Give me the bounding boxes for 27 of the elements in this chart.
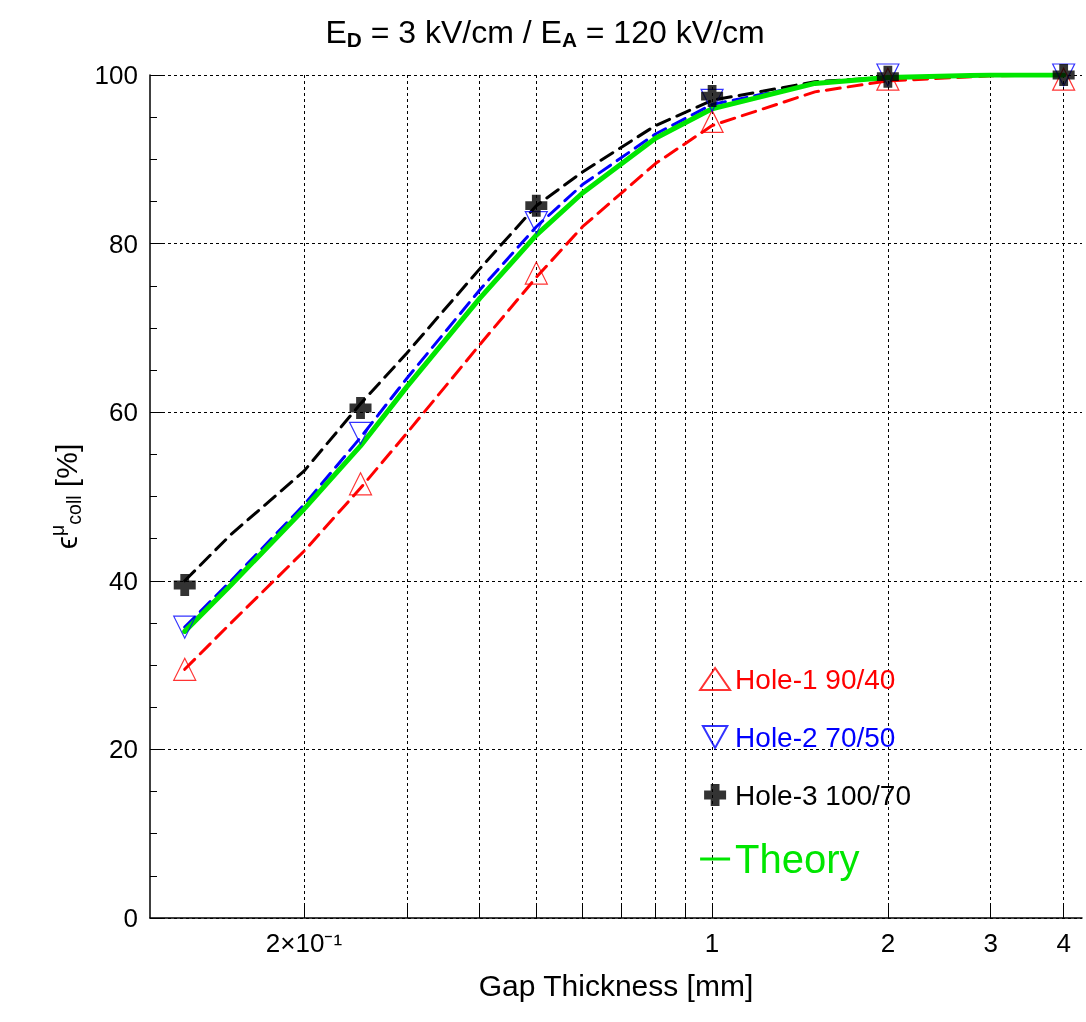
x-tick-label: 2 bbox=[880, 928, 896, 958]
x-axis-title: Gap Thickness [mm] bbox=[478, 968, 754, 1002]
y-tick-label: 40 bbox=[109, 565, 138, 596]
y-tick-label: 20 bbox=[109, 734, 138, 765]
x-tick-label: 1 bbox=[704, 928, 720, 958]
x-tick-label: 4 bbox=[1056, 928, 1071, 958]
y-axis-title: ϵμcoll [%] bbox=[46, 443, 85, 550]
point bbox=[525, 194, 548, 217]
point bbox=[173, 657, 197, 681]
y-tick-label: 0 bbox=[123, 903, 138, 933]
legend-label: Theory bbox=[735, 837, 860, 881]
x-tick-label: 2×10⁻¹ bbox=[265, 928, 343, 958]
point bbox=[700, 109, 724, 133]
point bbox=[349, 396, 372, 419]
legend-label: Hole-3 100/70 bbox=[735, 779, 911, 811]
point bbox=[173, 574, 196, 597]
point bbox=[348, 472, 373, 496]
y-tick-label: 100 bbox=[94, 60, 138, 90]
y-tick-label: 60 bbox=[109, 397, 138, 428]
x-tick-label: 3 bbox=[983, 928, 998, 958]
legend-label: Hole-2 70/50 bbox=[735, 721, 896, 753]
y-tick-label: 80 bbox=[109, 228, 138, 259]
point bbox=[348, 421, 373, 445]
point bbox=[524, 261, 548, 285]
point bbox=[524, 210, 548, 235]
point bbox=[173, 615, 197, 639]
legend-label: Hole-1 90/40 bbox=[735, 663, 896, 695]
